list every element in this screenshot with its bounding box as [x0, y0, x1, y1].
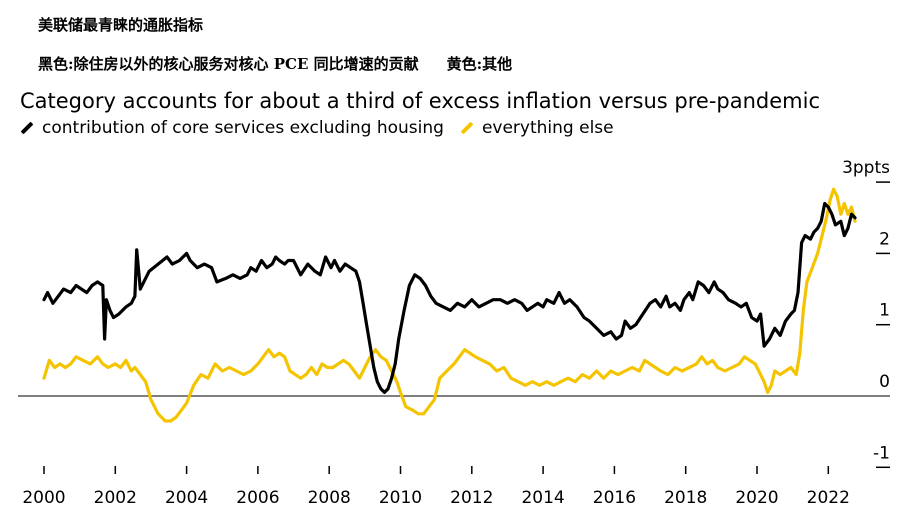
cn-subtitle-yellow: 黄色:其他	[446, 55, 513, 73]
x-tick-label: 2002	[94, 488, 137, 508]
chart-title: Category accounts for about a third of e…	[20, 89, 821, 113]
x-tick-label: 2010	[379, 488, 422, 508]
x-tick-label: 2018	[664, 488, 707, 508]
y-tick-label: 3ppts	[842, 158, 890, 178]
legend-item-core-services: contribution of core services excluding …	[20, 118, 444, 138]
cn-subtitle: 黑色:除住房以外的核心服务对核心 PCE 同比增速的贡献 黄色:其他	[38, 53, 512, 74]
x-tick-label: 2022	[807, 488, 850, 508]
legend-label-core-services: contribution of core services excluding …	[42, 118, 444, 138]
series-line-core-services	[42, 201, 857, 394]
x-tick-label: 2000	[22, 488, 65, 508]
chart-legend: contribution of core services excluding …	[20, 118, 630, 138]
y-tick-label: -1	[873, 443, 890, 463]
legend-label-everything-else: everything else	[481, 118, 614, 138]
cn-subtitle-black: 黑色:除住房以外的核心服务对核心 PCE 同比增速的贡献	[38, 55, 419, 73]
series-line-everything-else	[42, 187, 857, 423]
x-tick-label: 2020	[735, 488, 778, 508]
x-tick-label: 2004	[165, 488, 208, 508]
x-tick-label: 2008	[308, 488, 351, 508]
y-tick-label: 1	[879, 301, 890, 321]
x-tick-label: 2006	[236, 488, 279, 508]
x-tick-label: 2016	[593, 488, 636, 508]
y-tick-label: 0	[879, 372, 890, 392]
legend-item-everything-else: everything else	[460, 118, 614, 138]
y-tick-label: 2	[879, 229, 890, 249]
x-tick-label: 2012	[450, 488, 493, 508]
x-tick-label: 2014	[521, 488, 564, 508]
cn-title: 美联储最青睐的通胀指标	[38, 16, 204, 34]
